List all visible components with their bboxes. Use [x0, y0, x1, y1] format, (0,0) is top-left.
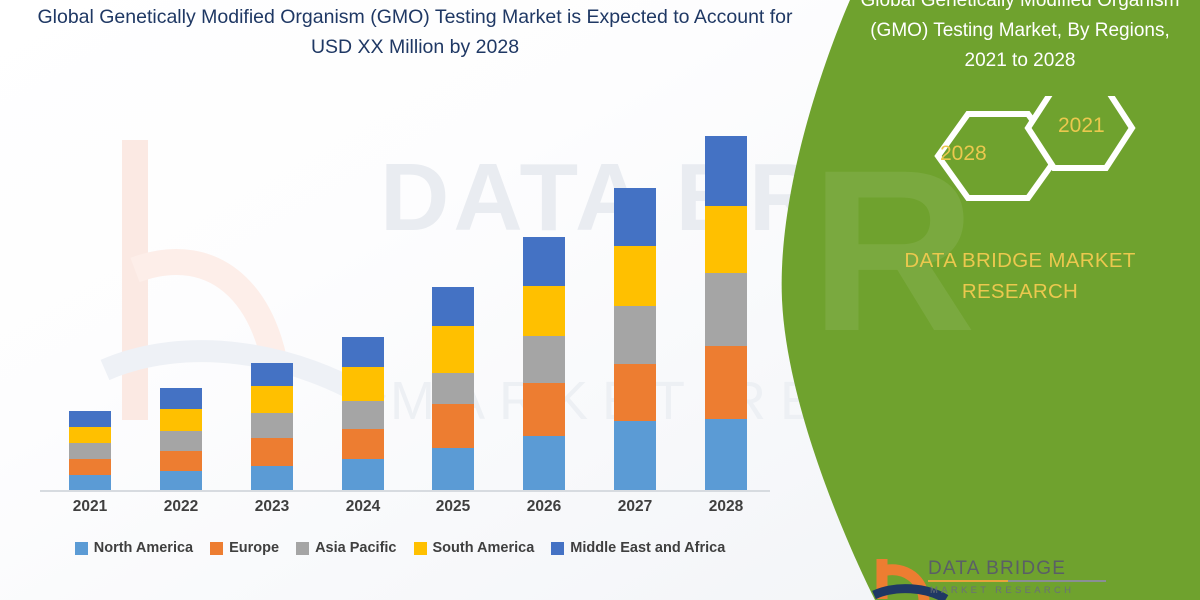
bar-group-2026[interactable]: [523, 237, 565, 491]
bar-segment[interactable]: [705, 346, 747, 419]
bar-group-2022[interactable]: [160, 388, 202, 491]
corner-logo-text: DATA BRIDGE: [928, 558, 1067, 579]
bar-segment[interactable]: [342, 337, 384, 367]
svg-text:R: R: [810, 122, 976, 379]
brand-line-1: DATA BRIDGE MARKET: [904, 249, 1136, 272]
bar-segment[interactable]: [160, 409, 202, 431]
bar-segment[interactable]: [432, 287, 474, 326]
x-axis-tick-label: 2025: [435, 498, 471, 515]
bar-segment[interactable]: [160, 471, 202, 491]
bar-segment[interactable]: [342, 429, 384, 459]
bar-segment[interactable]: [342, 459, 384, 491]
legend-label: Europe: [229, 540, 280, 556]
legend-item[interactable]: Asia Pacific: [296, 540, 397, 556]
x-axis-tick-label: 2024: [345, 498, 381, 515]
x-axis-tick-label: 2022: [163, 498, 199, 515]
bar-segment[interactable]: [614, 306, 656, 364]
brand-name: DATA BRIDGE MARKET RESEARCH: [850, 245, 1190, 307]
legend-swatch: [413, 541, 427, 555]
bar-segment[interactable]: [432, 404, 474, 448]
legend-item[interactable]: Middle East and Africa: [551, 540, 725, 556]
bar-group-2024[interactable]: [342, 337, 384, 491]
corner-logo-rule: [928, 580, 1106, 582]
hexagon-2021-label: 2021: [1058, 114, 1105, 137]
chart-legend: North America Europe Asia Pacific South Ame…: [0, 540, 800, 556]
corner-logo-mark: [872, 559, 949, 600]
x-axis-tick-label: 2028: [708, 498, 744, 515]
hexagon-2028-label: 2028: [940, 142, 987, 165]
bar-segment[interactable]: [251, 363, 293, 386]
legend-swatch: [74, 541, 88, 555]
bar-group-2023[interactable]: [251, 363, 293, 491]
bar-segment[interactable]: [160, 388, 202, 409]
panel-title: Global Genetically Modified Organism (GM…: [860, 0, 1180, 71]
bar-segment[interactable]: [614, 364, 656, 421]
legend-swatch: [210, 541, 224, 555]
brand-panel: R Global Genetically Modified Organism (…: [780, 0, 1200, 600]
bar-segment[interactable]: [523, 383, 565, 436]
bar-segment[interactable]: [523, 336, 565, 383]
legend-label: South America: [432, 540, 535, 556]
bar-segment[interactable]: [705, 273, 747, 346]
legend-label: Asia Pacific: [315, 540, 397, 556]
bar-segment[interactable]: [523, 436, 565, 491]
legend-swatch: [551, 541, 565, 555]
plot-area: [40, 100, 770, 491]
bar-segment[interactable]: [69, 411, 111, 427]
bar-segment[interactable]: [342, 401, 384, 429]
bar-segment[interactable]: [432, 326, 474, 373]
bar-segment[interactable]: [251, 438, 293, 466]
bar-segment[interactable]: [523, 237, 565, 286]
bar-segment[interactable]: [160, 431, 202, 451]
legend-item[interactable]: North America: [74, 540, 194, 556]
x-axis-line: [40, 490, 770, 492]
bar-segment[interactable]: [432, 373, 474, 404]
chart-panel: DATA BRIDGE MARKET RESEARCH Global Genet…: [0, 0, 880, 600]
bar-segment[interactable]: [69, 459, 111, 475]
chart-title: Global Genetically Modified Organism (GM…: [37, 6, 793, 58]
bar-segment[interactable]: [342, 367, 384, 401]
legend-label: Middle East and Africa: [570, 540, 726, 556]
x-axis-tick-label: 2026: [526, 498, 562, 515]
bar-segment[interactable]: [523, 286, 565, 336]
brand-line-2: RESEARCH: [961, 280, 1079, 303]
bar-segment[interactable]: [614, 421, 656, 491]
bar-segment[interactable]: [160, 451, 202, 471]
bar-group-2028[interactable]: [705, 136, 747, 491]
bar-segment[interactable]: [705, 206, 747, 273]
corner-logo-subtext: MARKET RESEARCH: [930, 585, 1075, 596]
x-axis-tick-label: 2023: [254, 498, 290, 515]
bar-segment[interactable]: [69, 427, 111, 443]
bar-segment[interactable]: [432, 448, 474, 491]
hexagon-icons: [934, 85, 1136, 201]
legend-swatch: [296, 541, 310, 555]
legend-label: North America: [93, 540, 194, 556]
x-axis-tick-label: 2021: [72, 498, 108, 515]
bar-segment[interactable]: [251, 413, 293, 438]
bar-segment[interactable]: [69, 475, 111, 491]
legend-item[interactable]: South America: [413, 540, 535, 556]
bar-segment[interactable]: [251, 466, 293, 491]
x-axis-tick-label: 2027: [617, 498, 653, 515]
bar-segment[interactable]: [705, 136, 747, 206]
bar-segment[interactable]: [705, 419, 747, 491]
legend-item[interactable]: Europe: [210, 540, 279, 556]
bar-group-2025[interactable]: [432, 287, 474, 491]
hexagon-group: 2028 2021: [878, 85, 1178, 226]
bar-segment[interactable]: [614, 246, 656, 306]
bar-segment[interactable]: [69, 443, 111, 459]
bar-group-2021[interactable]: [69, 411, 111, 491]
bar-segment[interactable]: [614, 188, 656, 246]
bar-segment[interactable]: [251, 386, 293, 413]
bar-group-2027[interactable]: [614, 188, 656, 491]
